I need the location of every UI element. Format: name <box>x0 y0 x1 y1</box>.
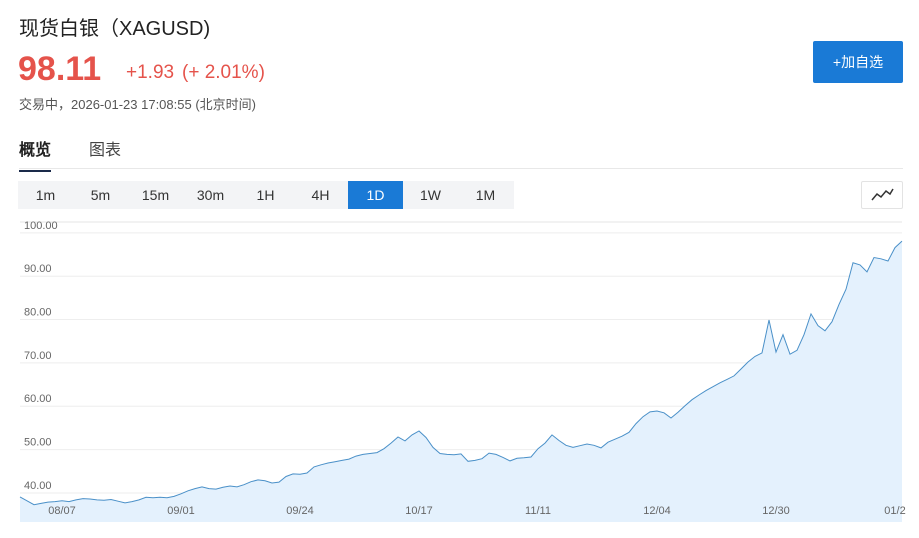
y-tick-label: 60.00 <box>24 393 52 405</box>
timeframe-bar: 1m 5m 15m 30m 1H 4H 1D 1W 1M <box>18 181 514 209</box>
divider <box>19 168 903 169</box>
x-tick-label: 11/11 <box>525 505 551 517</box>
change: +1.93 <box>126 62 175 83</box>
timeframe-button[interactable]: 5m <box>90 187 111 203</box>
timeframe-button[interactable]: 1M <box>475 187 496 203</box>
x-tick-label: 08/07 <box>48 505 76 517</box>
y-tick-label: 40.00 <box>24 480 52 492</box>
y-tick-label: 70.00 <box>24 350 52 362</box>
x-tick-label: 09/24 <box>286 505 314 517</box>
timeframe-button[interactable]: 1m <box>35 187 56 203</box>
price-line <box>19 240 903 506</box>
timeframe-button[interactable]: 4H <box>311 187 330 203</box>
timeframe-button[interactable]: 30m <box>196 187 225 203</box>
tab[interactable]: 概览 <box>19 136 52 172</box>
icon-stroke <box>871 188 894 201</box>
x-tick-label: 01/2 <box>884 505 905 517</box>
x-tick-label: 12/30 <box>762 505 790 517</box>
change-percent: (+ 2.01%) <box>182 62 265 83</box>
timeframe-button[interactable]: 15m <box>141 187 170 203</box>
status: 交易中，2026-01-23 17:08:55 (北京时间) <box>19 97 256 112</box>
tabs: 概览 图表 <box>19 136 121 172</box>
area-fill <box>20 241 902 522</box>
add-watchlist-button[interactable]: +加自选 <box>813 41 903 83</box>
x-tick-label: 12/04 <box>643 505 671 517</box>
x-tick-label: 10/17 <box>405 505 433 517</box>
chart-style-button[interactable] <box>861 181 903 209</box>
line-icon <box>871 188 894 201</box>
timeframe-button[interactable]: 1D <box>348 181 403 209</box>
y-tick-label: 50.00 <box>24 437 52 449</box>
tab[interactable]: 图表 <box>89 142 122 159</box>
timeframe-button[interactable]: 1H <box>256 187 275 203</box>
title: 现货白银（XAGUSD) <box>19 18 211 40</box>
price: 98.11 <box>18 50 102 88</box>
y-tick-label: 100.00 <box>24 220 58 232</box>
y-tick-label: 90.00 <box>24 263 52 275</box>
y-tick-label: 80.00 <box>24 307 52 319</box>
x-tick-label: 09/01 <box>167 505 195 517</box>
timeframe-button[interactable]: 1W <box>420 187 441 203</box>
